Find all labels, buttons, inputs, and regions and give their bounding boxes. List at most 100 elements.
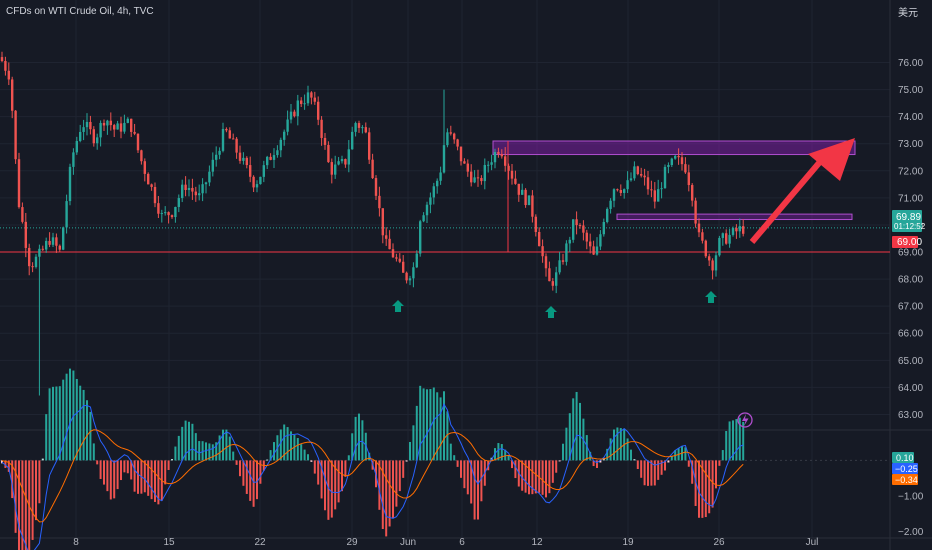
candle-body	[65, 201, 68, 228]
macd-histogram-bar	[320, 460, 323, 499]
candle-body	[116, 123, 119, 130]
macd-histogram-bar	[443, 391, 445, 461]
candle-body	[735, 228, 738, 232]
macd-histogram-bar	[38, 460, 41, 504]
lightning-icon[interactable]	[737, 412, 753, 428]
time-tick-label: 12	[531, 537, 543, 548]
macd-histogram-bar	[167, 460, 170, 470]
candle-body	[385, 235, 388, 239]
macd-histogram-bar	[606, 448, 609, 461]
candle-body	[412, 267, 415, 279]
candle-body	[181, 184, 184, 199]
candle-body	[657, 189, 660, 202]
candle-body	[218, 150, 221, 155]
candle-body	[718, 237, 721, 256]
candle-body	[147, 173, 150, 185]
macd-histogram-bar	[164, 460, 167, 485]
macd-histogram-bar	[337, 460, 340, 503]
target-arrow-shaft	[749, 148, 833, 244]
candle-body	[119, 123, 123, 132]
candle-body	[191, 187, 194, 192]
macd-histogram-bar	[664, 460, 666, 471]
candle-body	[697, 223, 701, 233]
macd-histogram-bar	[511, 460, 513, 469]
candle-body	[82, 127, 85, 132]
macd-histogram-bar	[388, 460, 391, 527]
macd-histogram-bar	[395, 460, 398, 507]
candle-body	[432, 186, 435, 198]
price-tick-label: 71.00	[898, 193, 923, 204]
candle-body	[133, 131, 136, 134]
macd-histogram-bar	[453, 455, 456, 461]
candle-body	[487, 164, 490, 166]
candle-body	[150, 184, 153, 187]
macd-histogram-bar	[446, 411, 449, 461]
candle-body	[606, 208, 609, 223]
candle-body	[259, 176, 262, 185]
macd-histogram-bar	[211, 444, 214, 461]
level-price-tag: 69.00	[892, 236, 922, 248]
macd-histogram-bar	[228, 436, 231, 461]
macd-histogram-bar	[653, 460, 656, 486]
price-tick-label: 74.00	[898, 112, 923, 123]
macd-panel	[0, 368, 890, 550]
macd-histogram-label: 0.10	[896, 453, 914, 463]
candle-body	[572, 219, 575, 240]
candle-body	[670, 158, 673, 166]
macd-histogram-bar	[273, 442, 275, 461]
candle-body	[293, 111, 296, 117]
candle-body	[646, 177, 650, 190]
macd-histogram-bar	[436, 392, 439, 461]
macd-histogram-bar	[599, 460, 602, 463]
macd-histogram-bar	[147, 460, 150, 496]
candle-body	[378, 195, 381, 209]
macd-histogram-bar	[460, 460, 462, 478]
candle-body	[337, 161, 340, 165]
macd-histogram-bar	[157, 460, 160, 505]
candle-body	[728, 234, 731, 244]
macd-histogram-bar	[500, 444, 503, 461]
candle-body	[11, 79, 14, 111]
macd-histogram-bar	[670, 455, 673, 461]
candle-body	[140, 150, 143, 162]
macd-histogram-bar	[184, 420, 187, 461]
candle-body	[242, 157, 245, 161]
candle-body	[357, 123, 361, 128]
macd-histogram-bar	[470, 460, 473, 504]
macd-histogram-bar	[55, 386, 58, 461]
macd-histogram-bar	[514, 460, 517, 479]
candle-body	[725, 233, 728, 244]
candle-body	[289, 111, 293, 120]
candle-body	[276, 150, 279, 156]
candle-body	[136, 133, 140, 151]
candle-body	[585, 232, 588, 242]
candle-body	[262, 165, 265, 177]
candle-body	[354, 123, 357, 132]
candle-body	[517, 183, 520, 195]
macd-tick-label: −1.00	[898, 491, 924, 502]
macd-histogram-bar	[405, 460, 408, 462]
macd-histogram-bar	[548, 460, 551, 494]
macd-histogram-bar	[126, 460, 129, 474]
macd-histogram-bar	[317, 460, 320, 485]
macd-histogram-bar	[79, 385, 82, 461]
candle-body	[89, 121, 92, 130]
macd-histogram-bar	[232, 451, 235, 461]
candle-body	[364, 127, 367, 133]
candle-body	[215, 154, 218, 160]
currency-label[interactable]: 美元	[898, 8, 918, 19]
candle-body	[68, 166, 72, 202]
candle-body	[640, 174, 643, 176]
time-tick-label: 29	[346, 537, 358, 548]
macd-histogram-bar	[728, 421, 731, 461]
price-tick-label: 66.00	[898, 329, 923, 340]
macd-histogram-bar	[633, 459, 636, 461]
candle-body	[72, 152, 75, 167]
annotation-zones	[0, 140, 890, 253]
candle-body	[266, 156, 269, 166]
candle-body	[616, 189, 619, 191]
candle-body	[194, 191, 197, 196]
candle-body	[334, 164, 337, 175]
last-price-label: 69.89	[896, 212, 921, 223]
